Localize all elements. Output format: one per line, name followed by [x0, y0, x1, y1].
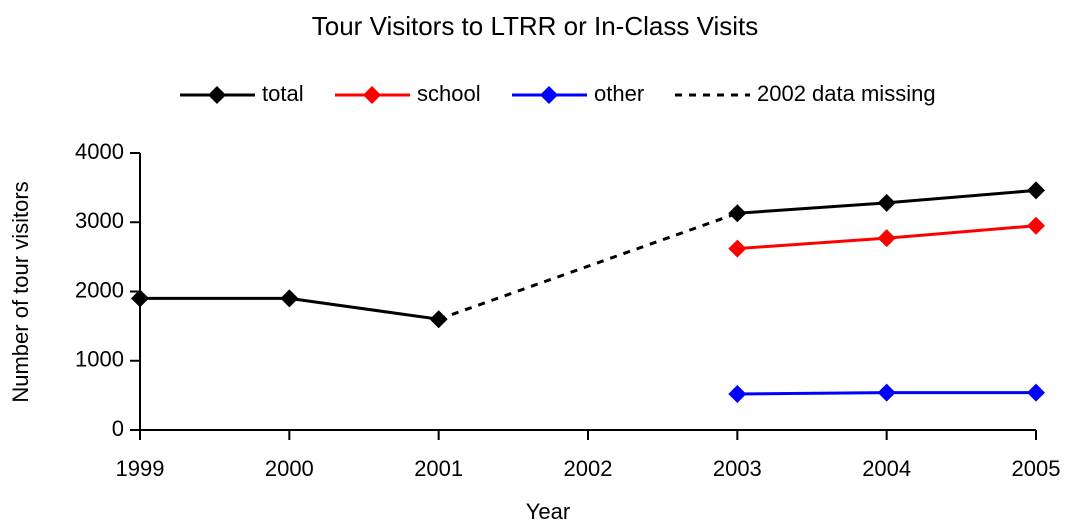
- x-tick-label: 2004: [862, 456, 911, 481]
- legend-marker: [540, 86, 558, 104]
- x-axis-label: Year: [526, 499, 570, 524]
- marker: [1027, 216, 1045, 235]
- marker: [1027, 383, 1045, 402]
- y-tick-label: 0: [112, 416, 124, 441]
- marker: [728, 239, 747, 258]
- series-line: [140, 188, 1037, 321]
- x-tick-label: 2002: [564, 456, 613, 481]
- marker: [280, 289, 299, 308]
- marker: [877, 193, 896, 212]
- marker: [728, 384, 747, 403]
- y-tick-label: 2000: [75, 277, 124, 302]
- marker: [877, 383, 896, 402]
- x-tick-label: 2000: [265, 456, 314, 481]
- legend-label: other: [594, 81, 644, 106]
- legend-label: 2002 data missing: [757, 81, 936, 106]
- y-axis-label: Number of tour visitors: [8, 181, 33, 402]
- marker: [131, 289, 149, 308]
- x-tick-label: 1999: [116, 456, 165, 481]
- legend-label: school: [417, 81, 481, 106]
- y-tick-label: 4000: [75, 139, 124, 164]
- y-tick-label: 1000: [75, 347, 124, 372]
- marker: [1027, 181, 1045, 200]
- x-tick-label: 2003: [713, 456, 762, 481]
- series-line: [438, 211, 738, 321]
- marker: [728, 204, 747, 223]
- marker: [877, 229, 896, 248]
- legend-marker: [363, 86, 381, 104]
- legend-marker: [208, 86, 226, 104]
- legend-label: total: [262, 81, 304, 106]
- x-tick-label: 2005: [1012, 456, 1061, 481]
- chart-title: Tour Visitors to LTRR or In-Class Visits: [312, 11, 758, 41]
- x-tick-label: 2001: [414, 456, 463, 481]
- y-tick-label: 3000: [75, 208, 124, 233]
